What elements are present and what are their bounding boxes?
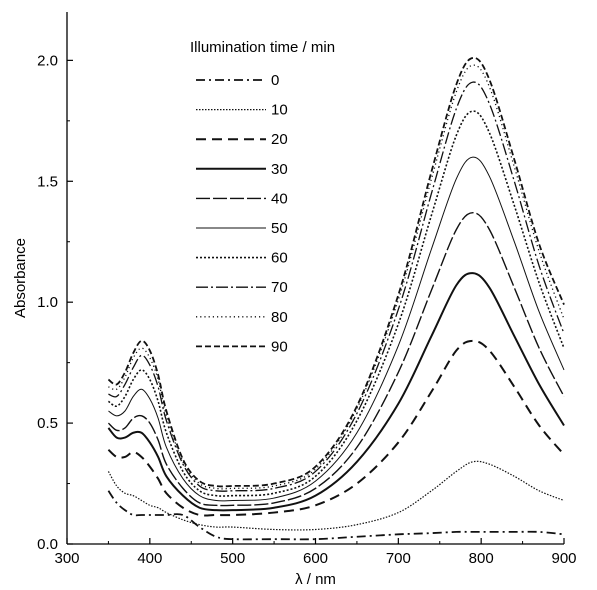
- legend-label-10: 10: [271, 102, 288, 119]
- series-line-80: [108, 64, 565, 490]
- series-line-50: [108, 156, 565, 502]
- legend-label-40: 40: [271, 190, 288, 207]
- y-ticks: 0.0 0.5 1.0 1.5 2.0: [37, 52, 73, 553]
- series-line-0: [107, 490, 565, 541]
- y-tick-label: 1.0: [37, 294, 58, 311]
- y-tick-label: 0.0: [37, 536, 58, 553]
- y-tick-label: 1.5: [37, 173, 58, 190]
- x-tick-label: 500: [220, 550, 245, 567]
- legend-label-30: 30: [271, 161, 288, 178]
- series-line-90: [107, 57, 565, 488]
- legend-label-50: 50: [271, 220, 288, 237]
- series-group: [107, 57, 565, 541]
- y-axis-title: Absorbance: [12, 238, 29, 318]
- series-line-70: [108, 81, 565, 492]
- x-tick-label: 600: [303, 550, 328, 567]
- x-ticks: 300 400 500 600 700 800 900: [54, 538, 577, 567]
- series-line-10: [107, 460, 565, 531]
- legend-label-90: 90: [271, 338, 288, 355]
- x-tick-label: 300: [54, 550, 79, 567]
- series-line-40: [107, 212, 565, 507]
- legend-label-20: 20: [271, 131, 288, 148]
- x-tick-label: 900: [551, 550, 576, 567]
- legend-title: Illumination time / min: [190, 39, 335, 56]
- x-tick-label: 700: [386, 550, 411, 567]
- legend: Illumination time / min 0 10 20 30 40 50 60 70 8…: [190, 39, 335, 355]
- y-tick-label: 2.0: [37, 52, 58, 69]
- x-tick-label: 400: [137, 550, 162, 567]
- series-line-30: [107, 272, 565, 512]
- legend-label-80: 80: [271, 309, 288, 326]
- y-tick-label: 0.5: [37, 415, 58, 432]
- x-axis-title: λ / nm: [295, 571, 336, 588]
- legend-label-60: 60: [271, 250, 288, 267]
- legend-label-0: 0: [271, 72, 279, 89]
- series-line-20: [107, 339, 565, 517]
- series-line-60: [107, 110, 565, 497]
- legend-label-70: 70: [271, 279, 288, 296]
- x-tick-label: 800: [469, 550, 494, 567]
